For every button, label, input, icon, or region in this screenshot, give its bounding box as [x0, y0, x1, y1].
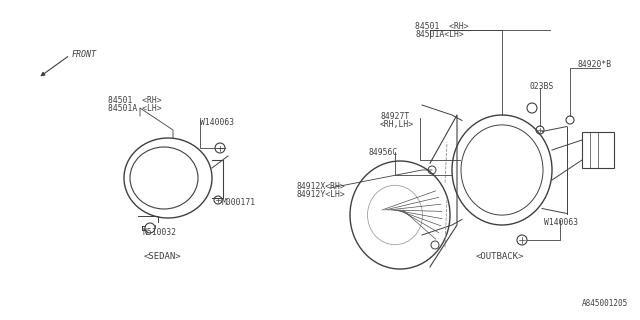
Text: N510032: N510032 [142, 228, 176, 237]
Text: 023BS: 023BS [530, 82, 554, 91]
Text: <RH,LH>: <RH,LH> [380, 120, 414, 129]
Text: 84501  <RH>: 84501 <RH> [415, 22, 468, 31]
Text: <OUTBACK>: <OUTBACK> [476, 252, 524, 261]
Text: <SEDAN>: <SEDAN> [143, 252, 181, 261]
Text: FRONT: FRONT [72, 50, 97, 59]
Text: 84956C: 84956C [368, 148, 397, 157]
Text: M000171: M000171 [222, 198, 256, 207]
Text: 84927T: 84927T [380, 112, 409, 121]
Text: 84501  <RH>: 84501 <RH> [108, 96, 162, 105]
Text: 84501A<LH>: 84501A<LH> [415, 30, 464, 39]
Text: A845001205: A845001205 [582, 299, 628, 308]
Text: 84912Y<LH>: 84912Y<LH> [296, 190, 345, 199]
Text: 84912X<RH>: 84912X<RH> [296, 182, 345, 191]
Text: 84920*B: 84920*B [578, 60, 612, 69]
Text: 84501A <LH>: 84501A <LH> [108, 104, 162, 113]
Text: W140063: W140063 [200, 118, 234, 127]
Text: W140063: W140063 [544, 218, 578, 227]
